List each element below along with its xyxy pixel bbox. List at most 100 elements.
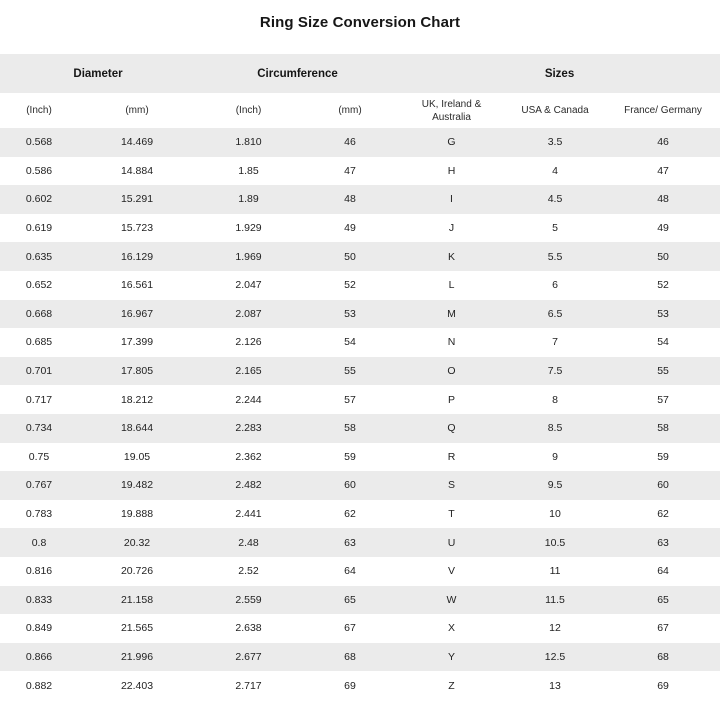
- cell-r6-c1: 16.967: [120, 307, 154, 320]
- cell-r11-c5: 9: [552, 450, 558, 463]
- cell-r11-c0: 0.75: [28, 450, 50, 463]
- group-header-sizes: Sizes: [544, 67, 575, 80]
- cell-r19-c6: 69: [657, 679, 669, 692]
- cell-r4-c0: 0.635: [25, 250, 53, 263]
- table-row: 0.734 18.644 2.283 58 Q 8.5 58: [0, 413, 720, 443]
- cell-r6-c3: 53: [344, 307, 356, 320]
- cell-r16-c3: 65: [344, 593, 356, 606]
- cell-r11-c4: R: [447, 450, 456, 463]
- cell-r12-c4: S: [448, 479, 456, 492]
- cell-r17-c0: 0.849: [25, 622, 53, 635]
- cell-r3-c4: J: [448, 222, 455, 235]
- column-header-2: (Inch): [235, 105, 262, 116]
- table-row: 0.685 17.399 2.126 54 N 7 54: [0, 328, 720, 357]
- cell-r8-c1: 17.805: [120, 365, 154, 378]
- cell-r12-c2: 2.482: [235, 479, 262, 492]
- column-header-4: UK, Ireland & Australia: [421, 98, 482, 123]
- cell-r10-c6: 58: [657, 422, 669, 435]
- cell-r3-c6: 49: [657, 222, 669, 235]
- group-header-row: Diameter Circumference Sizes: [0, 54, 720, 93]
- cell-r12-c0: 0.767: [25, 479, 53, 492]
- cell-r3-c1: 15.723: [120, 222, 154, 235]
- cell-r6-c4: M: [447, 307, 456, 320]
- cell-r5-c3: 52: [344, 279, 356, 292]
- cell-r9-c1: 18.212: [120, 393, 154, 406]
- cell-r0-c2: 1.810: [235, 136, 262, 149]
- cell-r1-c3: 47: [344, 164, 356, 177]
- cell-r15-c5: 11: [549, 565, 561, 578]
- table-row: 0.882 22.403 2.717 69 Z 13 69: [0, 671, 720, 700]
- cell-r8-c2: 2.165: [235, 365, 262, 378]
- cell-r2-c6: 48: [657, 193, 669, 206]
- cell-r8-c5: 7.5: [547, 365, 563, 378]
- cell-r2-c0: 0.602: [25, 193, 53, 206]
- cell-r5-c6: 52: [657, 279, 669, 292]
- cell-r16-c1: 21.158: [120, 593, 154, 606]
- cell-r0-c6: 46: [657, 136, 669, 149]
- cell-r19-c1: 22.403: [120, 679, 154, 692]
- cell-r18-c5: 12.5: [544, 650, 566, 663]
- cell-r16-c6: 65: [657, 593, 669, 606]
- cell-r2-c5: 4.5: [547, 193, 563, 206]
- cell-r0-c1: 14.469: [120, 136, 154, 149]
- table-row: 0.602 15.291 1.89 48 I 4.5 48: [0, 185, 720, 214]
- cell-r9-c6: 57: [657, 393, 669, 406]
- cell-r0-c4: G: [447, 136, 456, 149]
- cell-r9-c0: 0.717: [25, 393, 53, 406]
- cell-r13-c0: 0.783: [25, 508, 53, 521]
- cell-r7-c3: 54: [344, 336, 356, 349]
- table-row: 0.635 16.129 1.969 50 K 5.5 50: [0, 242, 720, 271]
- cell-r17-c4: X: [448, 622, 456, 635]
- cell-r17-c3: 67: [344, 622, 356, 635]
- cell-r11-c2: 2.362: [235, 450, 262, 463]
- cell-r13-c3: 62: [344, 508, 356, 521]
- cell-r13-c2: 2.441: [235, 508, 262, 521]
- column-header-6: France/ Germany: [624, 105, 702, 116]
- cell-r8-c3: 55: [344, 365, 356, 378]
- cell-r2-c4: I: [450, 193, 453, 206]
- group-header-circumference: Circumference: [257, 67, 338, 80]
- cell-r5-c5: 6: [552, 279, 558, 292]
- cell-r6-c0: 0.668: [25, 307, 53, 320]
- table-row: 0.701 17.805 2.165 55 O 7.5 55: [0, 356, 720, 386]
- cell-r3-c2: 1.929: [235, 222, 262, 235]
- cell-r17-c1: 21.565: [120, 622, 154, 635]
- cell-r11-c1: 19.05: [123, 450, 151, 463]
- cell-r19-c2: 2.717: [235, 679, 262, 692]
- table-row: 0.586 14.884 1.85 47 H 4 47: [0, 156, 720, 186]
- table-row: 0.619 15.723 1.929 49 J 5 49: [0, 213, 720, 243]
- cell-r13-c6: 62: [657, 508, 669, 521]
- cell-r19-c5: 13: [549, 679, 561, 692]
- cell-r16-c2: 2.559: [235, 593, 262, 606]
- table-row: 0.833 21.158 2.559 65 W 11.5 65: [0, 585, 720, 615]
- cell-r18-c0: 0.866: [25, 650, 53, 663]
- table-row: 0.717 18.212 2.244 57 P 8 57: [0, 385, 720, 414]
- cell-r14-c5: 10.5: [544, 536, 566, 549]
- cell-r9-c5: 8: [552, 393, 558, 406]
- cell-r9-c4: P: [448, 393, 456, 406]
- table-row: 0.652 16.561 2.047 52 L 6 52: [0, 270, 720, 300]
- cell-r13-c1: 19.888: [120, 508, 154, 521]
- cell-r1-c1: 14.884: [120, 164, 154, 177]
- cell-r18-c1: 21.996: [120, 650, 154, 663]
- cell-r10-c0: 0.734: [25, 422, 53, 435]
- cell-r4-c4: K: [448, 250, 456, 263]
- cell-r3-c3: 49: [344, 222, 356, 235]
- page-title: Ring Size Conversion Chart: [259, 14, 461, 31]
- cell-r14-c4: U: [447, 536, 456, 549]
- table-row: 0.8 20.32 2.48 63 U 10.5 63: [0, 528, 720, 557]
- table-row: 0.849 21.565 2.638 67 X 12 67: [0, 614, 720, 643]
- cell-r16-c0: 0.833: [25, 593, 53, 606]
- cell-r13-c4: T: [448, 508, 455, 521]
- cell-r18-c6: 68: [657, 650, 669, 663]
- cell-r7-c1: 17.399: [120, 336, 154, 349]
- cell-r14-c2: 2.48: [238, 536, 259, 549]
- cell-r5-c4: L: [448, 279, 455, 292]
- cell-r15-c1: 20.726: [120, 565, 154, 578]
- cell-r0-c0: 0.568: [25, 136, 53, 149]
- cell-r18-c2: 2.677: [235, 650, 262, 663]
- cell-r3-c0: 0.619: [25, 222, 53, 235]
- cell-r2-c2: 1.89: [238, 193, 259, 206]
- cell-r16-c4: W: [446, 593, 457, 606]
- cell-r16-c5: 11.5: [545, 593, 565, 606]
